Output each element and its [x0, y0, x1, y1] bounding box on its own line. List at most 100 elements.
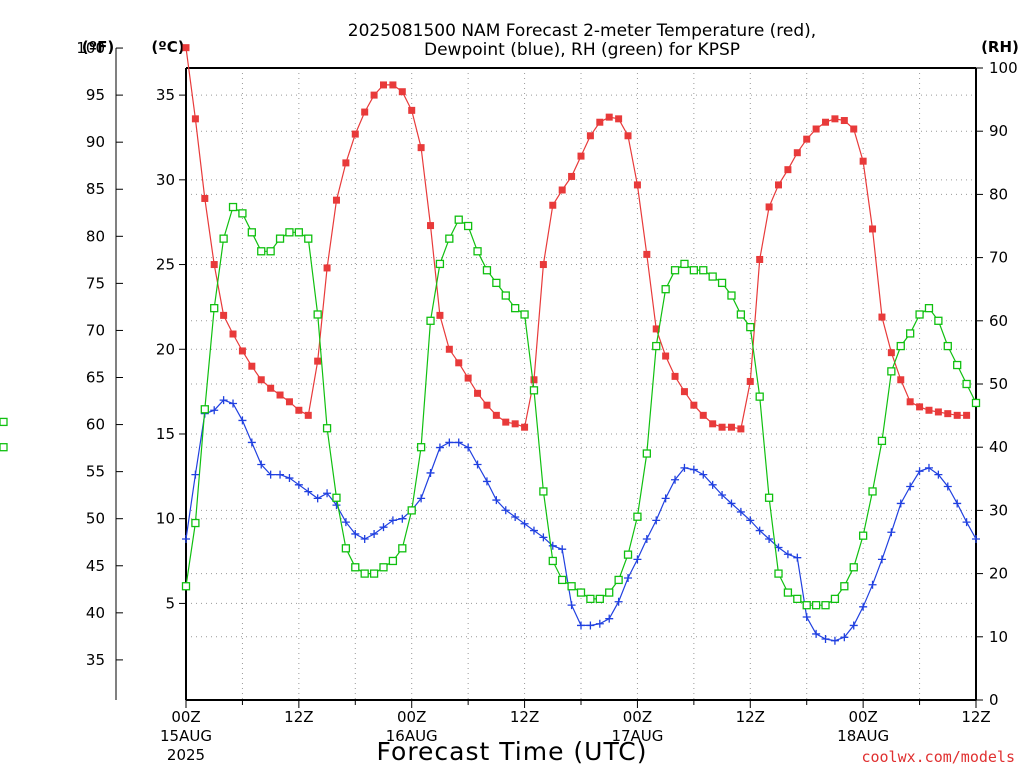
dewpoint-point — [906, 482, 915, 491]
dewpoint-point — [417, 494, 426, 503]
temperature-point — [709, 420, 717, 428]
chart-title-line-1: 2025081500 NAM Forecast 2-meter Temperat… — [348, 21, 816, 41]
dewpoint-point — [661, 494, 670, 503]
temperature-point — [577, 152, 585, 160]
rh-tick-label: 30 — [989, 501, 1008, 519]
rh-point — [802, 601, 811, 610]
dewpoint-point — [548, 541, 557, 550]
celsius-tick-label: 15 — [156, 425, 175, 443]
rh-point — [633, 512, 642, 521]
rh-point — [304, 234, 313, 243]
rh-point — [322, 424, 332, 433]
temperature-point — [389, 81, 397, 89]
rh-tick-label: 0 — [989, 691, 999, 709]
dewpoint-point — [266, 470, 275, 479]
temperature-point — [652, 325, 660, 333]
x-tick-label: 00Z — [397, 708, 426, 726]
dewpoint-point — [840, 633, 849, 642]
dewpoint-point — [783, 550, 792, 559]
rh-point — [614, 575, 623, 585]
temperature-point — [615, 115, 623, 123]
dewpoint-point — [294, 480, 303, 489]
dewpoint-point — [247, 438, 256, 447]
dewpoint-point — [953, 499, 962, 508]
celsius-tick-label: 5 — [165, 594, 175, 612]
dewpoint-point — [379, 523, 388, 532]
dewpoint-point — [830, 636, 839, 645]
rh-point — [435, 259, 445, 269]
rh-point — [774, 569, 783, 578]
dewpoint-point — [736, 507, 745, 516]
dewpoint-point — [877, 555, 886, 564]
rh-point — [642, 449, 651, 458]
rh-point — [539, 487, 548, 496]
dewpoint-point — [257, 460, 266, 469]
dewpoint-point — [388, 516, 397, 525]
dewpoint-point — [313, 494, 322, 503]
temperature-point — [304, 411, 312, 419]
temperature-point — [455, 359, 463, 367]
rh-point — [219, 234, 228, 243]
x-tick-label: 00Z — [171, 708, 200, 726]
rh-point — [896, 341, 905, 351]
dewpoint-line — [185, 399, 977, 642]
temperature-point — [887, 349, 895, 357]
temperature-point — [775, 181, 782, 189]
celsius-tick-label: 20 — [156, 340, 175, 358]
fahrenheit-unit-label: (ºF) — [82, 38, 114, 56]
dewpoint-point — [793, 553, 802, 562]
rh-point — [906, 329, 915, 338]
dewpoint-point — [624, 574, 633, 583]
dewpoint-point — [708, 480, 717, 489]
rh-point — [558, 575, 567, 585]
temperature-point — [765, 203, 773, 211]
rh-point — [369, 569, 379, 578]
rh-point — [680, 259, 689, 269]
x-tick-label: 12Z — [961, 708, 990, 726]
dewpoint-point — [849, 621, 858, 630]
temperature-point — [229, 330, 237, 338]
temperature-point — [191, 115, 199, 123]
rh-point — [294, 228, 304, 237]
fahrenheit-tick-label: 45 — [86, 557, 105, 575]
rh-tick-label: 80 — [989, 185, 1008, 203]
temperature-point — [605, 113, 613, 121]
rh-point — [727, 291, 736, 300]
rh-point — [454, 215, 463, 224]
rh-tick-label: 100 — [989, 59, 1018, 77]
grid-lines — [186, 68, 976, 700]
temperature-point — [549, 201, 557, 209]
rh-point — [313, 310, 322, 319]
celsius-tick-label: 35 — [156, 86, 175, 104]
x-tick-date-label: 17AUG — [611, 727, 663, 745]
temperature-point — [314, 357, 322, 365]
dewpoint-point — [887, 528, 896, 537]
temperature-point — [925, 406, 933, 414]
temperature-point — [530, 376, 538, 384]
rh-point — [840, 582, 849, 591]
celsius-unit-label: (ºC) — [151, 38, 184, 56]
temperature-point — [539, 261, 547, 269]
rh-point — [200, 405, 209, 414]
rh-point — [285, 228, 294, 237]
rh-point — [764, 493, 774, 502]
temperature-point — [182, 44, 190, 52]
dewpoint-point — [718, 490, 727, 499]
temperature-point — [934, 408, 942, 416]
fahrenheit-tick-label: 80 — [86, 227, 105, 245]
rh-point — [576, 588, 586, 597]
axes: 3540455055606570758085909510051015202530… — [76, 39, 1017, 764]
rh-tick-label: 20 — [989, 565, 1008, 583]
temperature-point — [370, 91, 378, 99]
rh-point — [652, 341, 661, 351]
rh-point — [416, 443, 426, 452]
rh-point — [849, 563, 858, 572]
dewpoint-point — [539, 533, 548, 542]
temperature-point — [201, 194, 209, 202]
dewpoint-point — [210, 406, 219, 415]
temperature-point — [784, 166, 792, 174]
rh-point — [811, 601, 821, 610]
dewpoint-point — [511, 513, 520, 522]
dewpoint-point — [238, 416, 247, 425]
rh-point — [492, 278, 501, 288]
